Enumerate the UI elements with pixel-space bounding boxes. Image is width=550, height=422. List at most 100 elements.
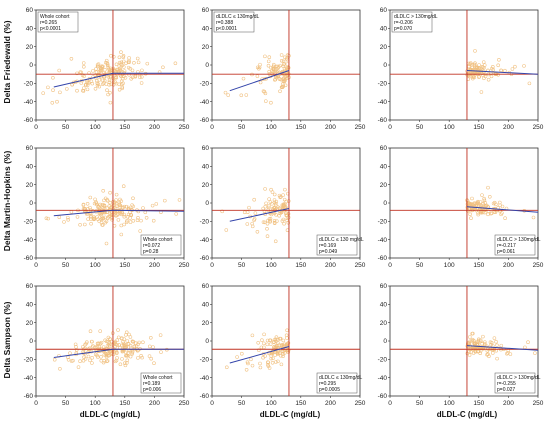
scatter-point: [114, 214, 118, 218]
scatter-point: [130, 75, 135, 80]
scatter-point: [476, 199, 480, 204]
scatter-point: [123, 343, 127, 348]
y-tick-label: 40: [380, 302, 388, 309]
scatter-point: [505, 351, 509, 356]
x-tick-label: 50: [62, 400, 70, 407]
scatter-point: [105, 61, 109, 65]
scatter-point: [108, 90, 112, 95]
scatter-point: [285, 218, 289, 223]
scatter-point: [263, 204, 268, 209]
scatter-point: [126, 65, 131, 70]
x-tick-label: 100: [444, 262, 455, 269]
y-tick-label: 20: [380, 320, 388, 327]
scatter-point: [104, 58, 109, 63]
scatter-point: [105, 351, 110, 356]
scatter-point: [273, 239, 278, 244]
scatter-point: [262, 341, 266, 346]
scatter-point: [85, 340, 89, 344]
y-tick-label: 0: [383, 200, 387, 207]
scatter-point: [270, 190, 275, 194]
scatter-point: [472, 339, 476, 343]
scatter-point: [280, 219, 285, 223]
x-label-col-0: dLDL-C (mg/dL): [80, 410, 141, 419]
scatter-point: [479, 209, 483, 213]
scatter-point: [94, 201, 99, 205]
scatter-point: [55, 99, 59, 104]
scatter-point: [270, 361, 275, 365]
scatter-point: [489, 211, 493, 216]
scatter-point: [264, 201, 268, 206]
stats-line: r=0.388: [216, 20, 233, 26]
scatter-point: [284, 211, 289, 215]
scatter-point: [110, 216, 114, 220]
scatter-point: [113, 339, 117, 344]
scatter-point: [274, 199, 279, 204]
scatter-point: [281, 79, 286, 84]
scatter-point: [83, 222, 87, 227]
y-tick-label: -20: [24, 219, 34, 226]
y-tick-label: 60: [26, 7, 34, 14]
fit-line: [229, 70, 290, 92]
scatter-point: [264, 99, 268, 103]
scatter-point: [132, 344, 137, 349]
scatter-point: [465, 199, 470, 203]
x-tick-label: 150: [295, 400, 306, 407]
scatter-point: [497, 58, 501, 62]
x-tick-label: 100: [266, 124, 277, 131]
stats-line: dLDLC > 130mg/dL: [394, 14, 438, 20]
scatter-point: [284, 66, 289, 70]
y-tick-label: 20: [26, 44, 34, 51]
scatter-point: [278, 89, 282, 94]
scatter-point: [275, 219, 279, 223]
x-tick-label: 200: [503, 262, 514, 269]
y-tick-label: -60: [200, 255, 210, 262]
scatter-point: [117, 200, 122, 205]
scatter-point: [111, 80, 116, 84]
scatter-point: [272, 219, 277, 223]
scatter-point: [95, 63, 100, 67]
scatter-point: [272, 206, 277, 210]
scatter-point: [149, 356, 153, 361]
stats-line: r=-0.255: [497, 381, 516, 387]
scatter-point: [91, 217, 96, 221]
scatter-point: [103, 338, 107, 343]
stats-box: [213, 11, 255, 33]
y-tick-label: 60: [202, 283, 210, 290]
stats-line: dLDLC ≤ 130mg/dL: [216, 14, 260, 20]
scatter-point: [140, 355, 144, 360]
scatter-points: [225, 328, 291, 372]
scatter-point: [472, 341, 477, 345]
scatter-point: [66, 215, 70, 220]
scatter-point: [83, 342, 87, 347]
scatter-point: [128, 354, 133, 359]
x-tick-label: 50: [238, 262, 246, 269]
stats-box: [494, 234, 536, 256]
scatter-point: [114, 204, 119, 208]
fit-line: [53, 348, 184, 358]
scatter-point: [476, 349, 480, 354]
stats-line: Whole cohort: [40, 14, 70, 20]
scatter-point: [75, 88, 79, 93]
y-tick-label: -40: [24, 237, 34, 244]
scatter-point: [258, 80, 263, 85]
scatter-point: [116, 212, 120, 216]
y-tick-label: 60: [202, 7, 210, 14]
scatter-point: [249, 357, 253, 362]
y-tick-label: 0: [205, 200, 209, 207]
scatter-point: [120, 349, 125, 354]
y-tick-label: 40: [26, 164, 34, 171]
scatter-point: [95, 81, 100, 85]
stats-line: p=0.006: [143, 387, 161, 393]
scatter-point: [224, 228, 229, 232]
scatter-point: [268, 338, 272, 343]
stats-box: [316, 372, 358, 394]
scatter-point: [472, 201, 477, 205]
scatter-point: [121, 340, 125, 344]
y-tick-label: -20: [24, 81, 34, 88]
scatter-point: [75, 71, 79, 76]
stats-line: p=0.070: [394, 26, 412, 32]
scatter-point: [93, 197, 97, 202]
scatter-point: [121, 81, 125, 86]
